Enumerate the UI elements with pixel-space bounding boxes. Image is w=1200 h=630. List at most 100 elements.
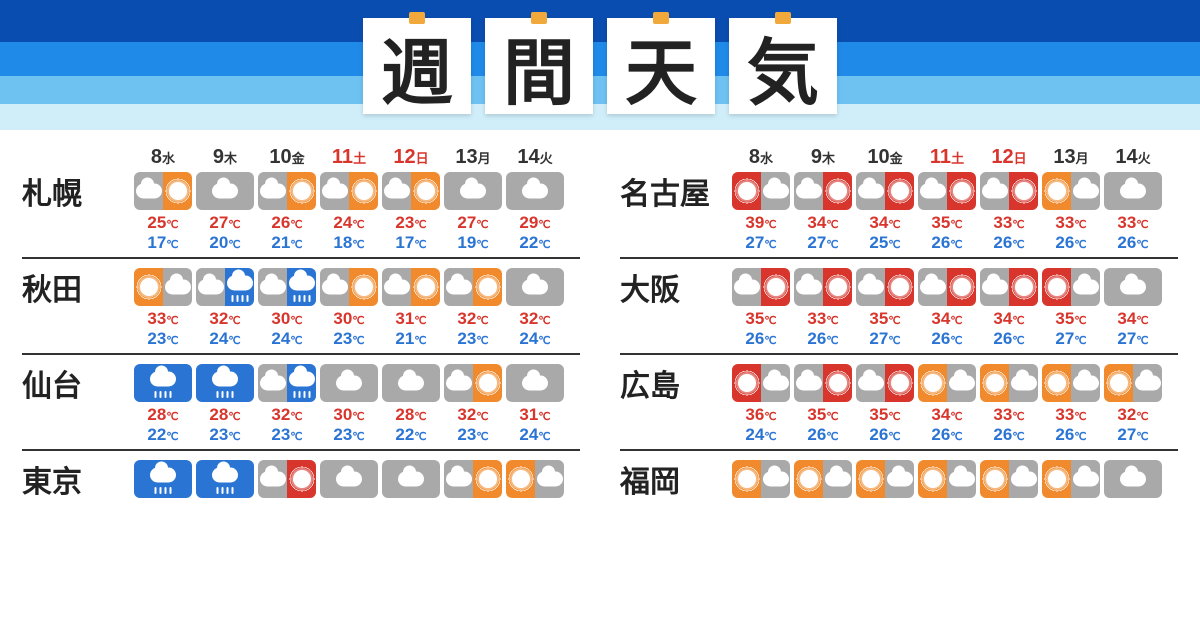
high-temp: 28℃	[132, 405, 194, 425]
weather-icon	[918, 172, 976, 210]
icon-cell	[916, 170, 978, 212]
weather-icon	[134, 172, 192, 210]
dates-row: 8水9木10金11土12日13月14火	[22, 146, 580, 169]
forecast-grid: 8水9木10金11土12日13月14火札幌25℃27℃26℃24℃23℃27℃2…	[0, 130, 1200, 505]
high-temp: 33℃	[132, 309, 194, 329]
icons-row: 札幌	[22, 169, 580, 213]
weather-icon	[196, 364, 254, 402]
low-temp: 17℃	[380, 233, 442, 253]
high-temp: 30℃	[256, 309, 318, 329]
icon-cell	[318, 362, 380, 404]
low-temp: 26℃	[978, 425, 1040, 445]
weather-icon	[382, 172, 440, 210]
low-temp: 27℃	[854, 329, 916, 349]
high-temp: 33℃	[978, 405, 1040, 425]
icon-cell	[854, 266, 916, 308]
city-name: 秋田	[22, 265, 132, 309]
icon-cell	[1040, 170, 1102, 212]
icons-row: 東京	[22, 457, 580, 501]
high-temp: 25℃	[132, 213, 194, 233]
low-temp: 23℃	[318, 425, 380, 445]
low-temp: 24℃	[730, 425, 792, 445]
date-cell: 12日	[978, 146, 1040, 169]
high-temp: 35℃	[854, 309, 916, 329]
low-temp: 24℃	[256, 329, 318, 349]
low-temp: 26℃	[978, 329, 1040, 349]
high-temp: 31℃	[380, 309, 442, 329]
icon-cell	[442, 170, 504, 212]
date-cell: 9木	[792, 146, 854, 169]
weather-icon	[980, 460, 1038, 498]
icon-cell	[194, 362, 256, 404]
icon-cell	[978, 170, 1040, 212]
header-banner: 週間天気	[0, 0, 1200, 130]
weather-icon	[506, 364, 564, 402]
city-block: 大阪35℃33℃35℃34℃34℃35℃34℃26℃26℃27℃26℃26℃27…	[620, 259, 1178, 355]
high-temps-row: 39℃34℃34℃35℃33℃33℃33℃	[620, 213, 1178, 233]
weather-icon	[258, 268, 316, 306]
icon-cell	[730, 266, 792, 308]
icon-cell	[504, 458, 566, 500]
low-temp: 26℃	[792, 425, 854, 445]
low-temp: 27℃	[792, 233, 854, 253]
title-cards: 週間天気	[363, 18, 837, 114]
low-temp: 23℃	[132, 329, 194, 349]
high-temp: 33℃	[1040, 405, 1102, 425]
icon-cell	[854, 362, 916, 404]
low-temp: 26℃	[1102, 233, 1164, 253]
high-temp: 30℃	[318, 309, 380, 329]
forecast-column: 8水9木10金11土12日13月14火札幌25℃27℃26℃24℃23℃27℃2…	[22, 140, 580, 505]
icon-cell	[442, 458, 504, 500]
high-temp: 33℃	[1040, 213, 1102, 233]
high-temp: 34℃	[854, 213, 916, 233]
weather-icon	[980, 268, 1038, 306]
low-temp: 23℃	[442, 329, 504, 349]
low-temp: 26℃	[792, 329, 854, 349]
high-temp: 32℃	[194, 309, 256, 329]
weather-icon	[320, 460, 378, 498]
weather-icon	[134, 268, 192, 306]
icon-cell	[256, 170, 318, 212]
high-temp: 29℃	[504, 213, 566, 233]
icon-cell	[504, 362, 566, 404]
icon-cell	[1102, 362, 1164, 404]
weather-icon	[382, 460, 440, 498]
city-name: 東京	[22, 457, 132, 501]
weather-icon	[732, 172, 790, 210]
icon-cell	[194, 266, 256, 308]
low-temp: 19℃	[442, 233, 504, 253]
forecast-column: 8水9木10金11土12日13月14火名古屋39℃34℃34℃35℃33℃33℃…	[620, 140, 1178, 505]
city-block: 福岡	[620, 451, 1178, 505]
weather-icon	[134, 364, 192, 402]
icon-cell	[318, 266, 380, 308]
icons-row: 秋田	[22, 265, 580, 309]
weather-icon	[918, 364, 976, 402]
weather-icon	[506, 268, 564, 306]
high-temp: 35℃	[1040, 309, 1102, 329]
icon-cell	[792, 458, 854, 500]
low-temp: 18℃	[318, 233, 380, 253]
icon-cell	[380, 170, 442, 212]
low-temp: 22℃	[132, 425, 194, 445]
icon-cell	[854, 170, 916, 212]
weather-icon	[1104, 460, 1162, 498]
weather-icon	[444, 268, 502, 306]
high-temp: 32℃	[442, 405, 504, 425]
low-temp: 26℃	[1040, 233, 1102, 253]
weather-icon	[382, 364, 440, 402]
icon-cell	[194, 170, 256, 212]
high-temps-row: 35℃33℃35℃34℃34℃35℃34℃	[620, 309, 1178, 329]
high-temp: 28℃	[380, 405, 442, 425]
city-block: 仙台28℃28℃32℃30℃28℃32℃31℃22℃23℃23℃23℃22℃23…	[22, 355, 580, 451]
high-temp: 32℃	[504, 309, 566, 329]
high-temp: 35℃	[792, 405, 854, 425]
icon-cell	[504, 266, 566, 308]
weather-icon	[196, 460, 254, 498]
high-temp: 35℃	[730, 309, 792, 329]
high-temp: 27℃	[442, 213, 504, 233]
weather-icon	[794, 364, 852, 402]
icon-cell	[318, 458, 380, 500]
date-cell: 10金	[256, 146, 318, 169]
title-card: 間	[485, 18, 593, 114]
low-temp: 24℃	[504, 329, 566, 349]
